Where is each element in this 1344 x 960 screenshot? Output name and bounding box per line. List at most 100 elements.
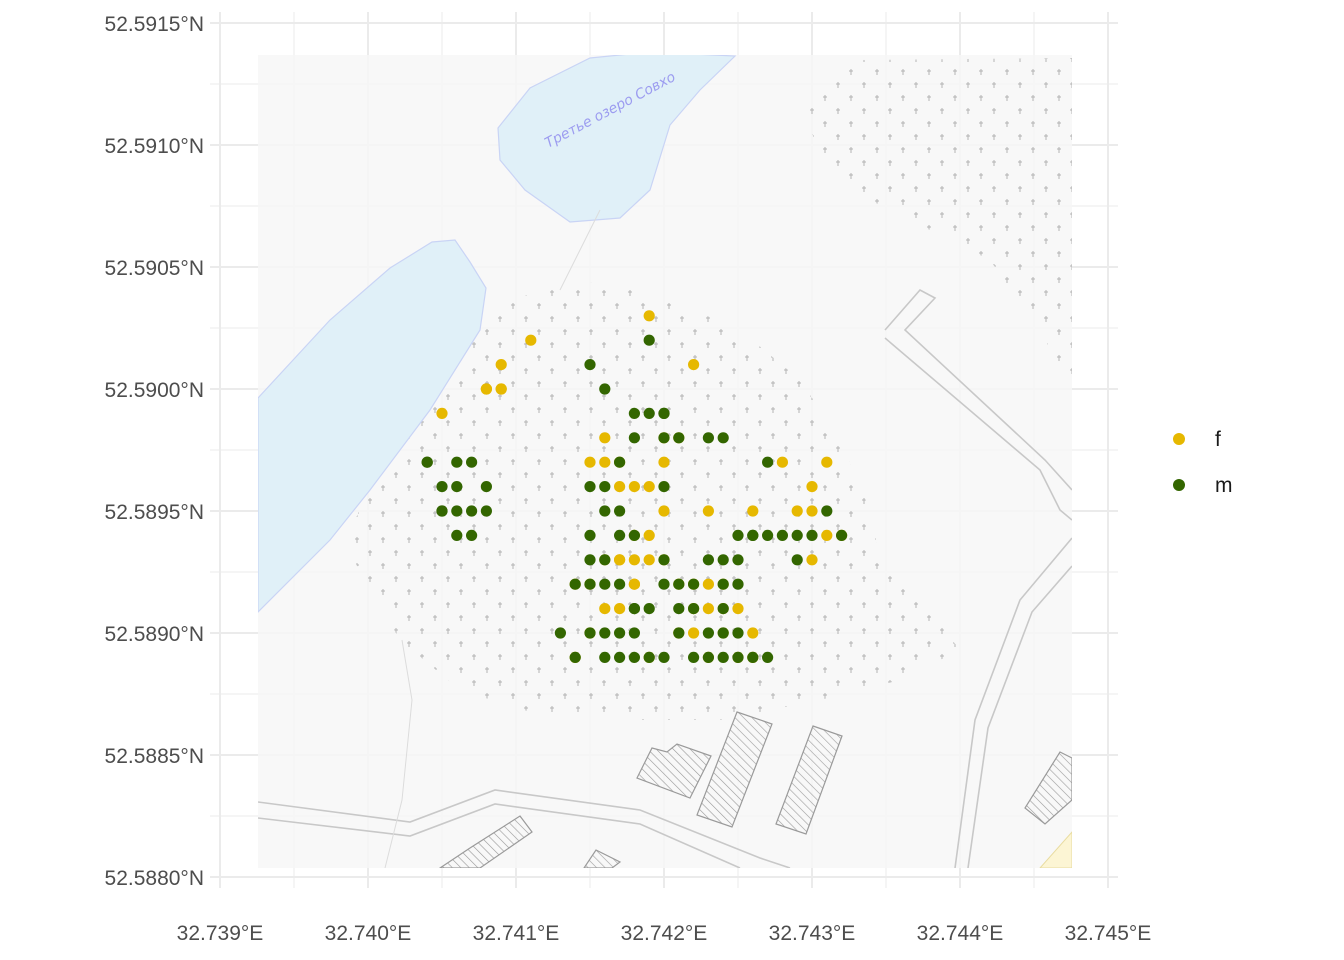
point-f	[599, 603, 611, 615]
point-m	[732, 651, 744, 664]
x-axis: 32.739°E 32.740°E 32.741°E 32.742°E 32.743°E…	[177, 922, 1152, 945]
y-tick-label: 52.5915°N	[105, 13, 204, 36]
lake-north	[497, 55, 737, 223]
point-m	[628, 407, 641, 419]
y-tick-label: 52.5895°N	[105, 501, 204, 524]
cemetery-area-northeast	[800, 58, 1072, 390]
point-m	[762, 529, 774, 542]
point-m	[673, 432, 685, 444]
point-m	[673, 603, 685, 615]
y-tick-label: 52.5890°N	[105, 623, 204, 646]
point-f	[614, 603, 626, 615]
point-m	[451, 481, 463, 493]
point-f	[747, 505, 759, 517]
point-m	[421, 456, 433, 468]
point-m	[717, 627, 729, 639]
point-m	[762, 456, 774, 468]
point-m	[717, 578, 729, 590]
point-m	[658, 578, 670, 590]
x-tick-label: 32.744°E	[917, 922, 1004, 945]
point-m	[451, 505, 463, 517]
point-m	[717, 554, 729, 566]
point-m	[599, 481, 611, 493]
x-tick-label: 32.745°E	[1065, 922, 1152, 945]
point-m	[688, 578, 700, 590]
point-m	[702, 432, 715, 444]
y-tick-label: 52.5905°N	[105, 257, 204, 280]
buildings	[438, 711, 1072, 868]
point-f	[480, 383, 492, 395]
point-m	[747, 529, 759, 542]
point-m	[658, 554, 670, 566]
point-f	[688, 627, 700, 639]
point-f	[658, 456, 670, 468]
point-m	[717, 651, 729, 664]
x-tick-label: 32.739°E	[177, 922, 264, 945]
point-m	[614, 456, 626, 468]
point-m	[643, 603, 655, 615]
point-m	[599, 554, 611, 566]
point-m	[732, 529, 744, 542]
point-m	[614, 505, 626, 517]
y-tick-label: 52.5900°N	[105, 379, 204, 402]
point-m	[747, 651, 759, 664]
point-m	[466, 505, 478, 517]
point-m	[821, 505, 833, 517]
point-m	[569, 651, 581, 664]
point-m	[673, 578, 685, 590]
point-m	[643, 407, 655, 419]
point-f	[658, 505, 670, 517]
point-m	[836, 529, 848, 542]
point-f	[806, 505, 818, 517]
point-m	[599, 651, 611, 664]
y-axis: 52.5880°N 52.5885°N 52.5890°N 52.5895°N 52.5…	[105, 13, 204, 890]
point-m	[584, 578, 596, 590]
point-m	[628, 529, 641, 542]
point-m	[599, 383, 611, 395]
point-f	[806, 554, 818, 566]
y-tick-label: 52.5910°N	[105, 135, 204, 158]
point-m	[688, 651, 700, 664]
point-m	[628, 432, 641, 444]
point-f	[791, 505, 803, 517]
point-f	[628, 578, 641, 590]
point-m	[643, 651, 655, 664]
y-tick-label: 52.5885°N	[105, 745, 204, 768]
point-f	[643, 554, 655, 566]
point-f	[747, 627, 759, 639]
legend: f m	[1173, 428, 1233, 497]
point-f	[643, 310, 655, 322]
point-m	[614, 627, 626, 639]
point-m	[732, 578, 744, 590]
point-m	[436, 505, 448, 517]
point-m	[732, 554, 744, 566]
point-f	[584, 456, 596, 468]
point-f	[821, 456, 833, 468]
point-f	[702, 578, 715, 590]
point-m	[806, 529, 818, 542]
point-m	[584, 554, 596, 566]
x-tick-label: 32.740°E	[325, 922, 412, 945]
point-m	[599, 578, 611, 590]
point-m	[658, 432, 670, 444]
sand-area	[1039, 831, 1072, 868]
point-m	[702, 554, 715, 566]
point-f	[643, 481, 655, 493]
legend-label-m: m	[1215, 474, 1233, 497]
point-f	[495, 383, 507, 395]
point-m	[702, 651, 715, 664]
point-f	[495, 359, 507, 371]
point-m	[599, 627, 611, 639]
point-m	[776, 529, 789, 542]
point-m	[614, 651, 626, 664]
legend-label-f: f	[1215, 428, 1221, 451]
point-f	[806, 481, 818, 493]
point-f	[702, 505, 715, 517]
point-m	[584, 529, 596, 542]
point-f	[776, 456, 789, 468]
point-f	[599, 456, 611, 468]
roads	[258, 209, 1072, 868]
x-tick-label: 32.742°E	[621, 922, 708, 945]
point-f	[643, 529, 655, 542]
point-m	[688, 603, 700, 615]
